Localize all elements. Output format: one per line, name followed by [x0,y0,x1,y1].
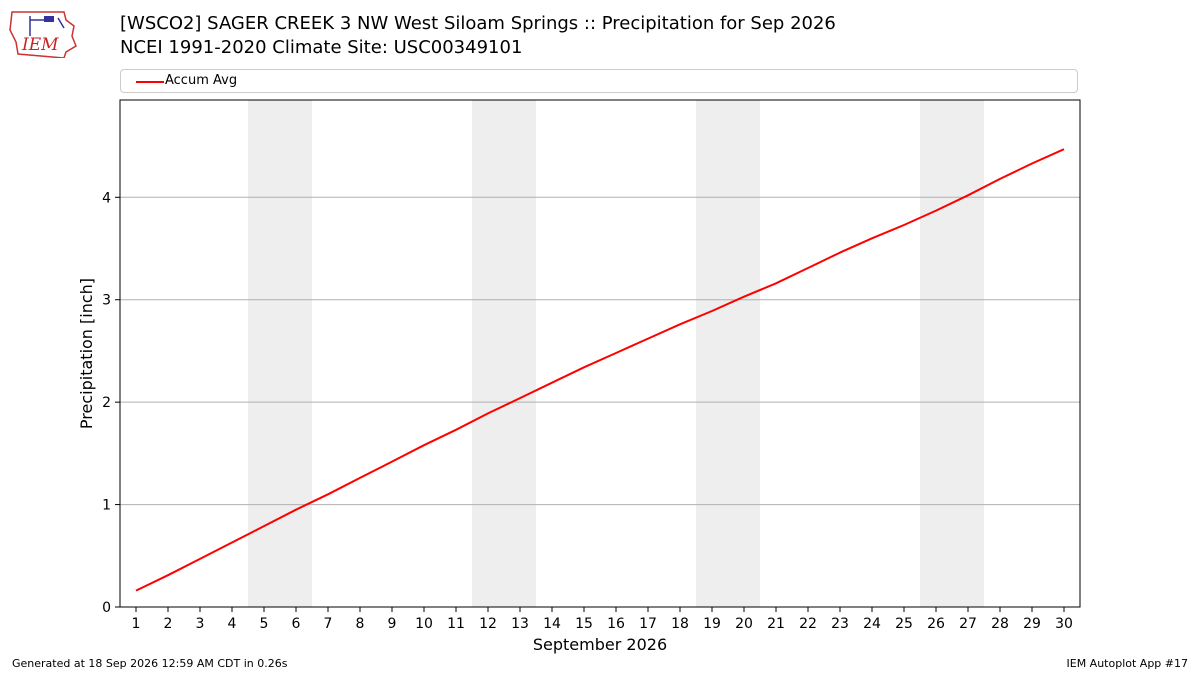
y-tick-label-1: 1 [102,498,111,514]
x-tick-label-19: 19 [703,616,721,632]
x-tick-label-17: 17 [639,616,657,632]
weekend-band-27 [952,100,984,607]
iem-logo: IEM [9,11,77,58]
x-tick-label-28: 28 [991,616,1009,632]
x-tick-label-20: 20 [735,616,753,632]
plot-frame [119,99,1081,608]
x-tick-label-16: 16 [607,616,625,632]
y-tick-label-0: 0 [102,600,111,616]
weekend-band-13 [504,100,536,607]
x-tick-label-11: 11 [447,616,465,632]
weekend-band-20 [728,100,760,607]
x-tick-label-14: 14 [543,616,561,632]
x-tick-label-1: 1 [132,616,141,632]
app-id: IEM Autoplot App #17 [1066,657,1189,670]
x-tick-label-26: 26 [927,616,945,632]
x-tick-label-4: 4 [228,616,237,632]
x-tick-label-12: 12 [479,616,497,632]
x-tick-label-22: 22 [799,616,817,632]
y-tick-label-3: 3 [102,293,111,309]
x-tick-label-9: 9 [388,616,397,632]
chart-subtitle: NCEI 1991-2020 Climate Site: USC00349101 [120,37,523,58]
logo-text: IEM [21,35,59,55]
x-tick-label-8: 8 [356,616,365,632]
x-tick-label-13: 13 [511,616,529,632]
x-tick-label-5: 5 [260,616,269,632]
chart-title: [WSCO2] SAGER CREEK 3 NW West Siloam Spr… [120,13,836,34]
x-tick-label-3: 3 [196,616,205,632]
legend-label-accum-avg: Accum Avg [165,73,238,88]
y-tick-label-2: 2 [102,395,111,411]
x-tick-label-18: 18 [671,616,689,632]
series-line-accum-avg [135,148,1065,592]
x-tick-label-29: 29 [1023,616,1041,632]
x-tick-label-23: 23 [831,616,849,632]
weekend-band-5 [248,100,280,607]
legend-swatch-accum-avg [136,81,164,83]
x-tick-label-24: 24 [863,616,881,632]
y-tick-label-4: 4 [102,190,111,206]
generated-timestamp: Generated at 18 Sep 2026 12:59 AM CDT in… [12,657,288,670]
weekend-band-12 [472,100,504,607]
x-tick-label-30: 30 [1055,616,1073,632]
weekend-band-6 [280,100,312,607]
legend: Accum Avg [120,69,1078,93]
y-axis-label: Precipitation [inch] [77,278,96,429]
x-tick-label-27: 27 [959,616,977,632]
x-tick-label-7: 7 [324,616,333,632]
x-tick-label-15: 15 [575,616,593,632]
x-tick-label-21: 21 [767,616,785,632]
weekend-band-26 [920,100,952,607]
x-tick-label-10: 10 [415,616,433,632]
weekend-band-19 [696,100,728,607]
x-tick-label-6: 6 [292,616,301,632]
x-tick-label-25: 25 [895,616,913,632]
x-axis-label: September 2026 [533,635,667,654]
x-tick-label-2: 2 [164,616,173,632]
